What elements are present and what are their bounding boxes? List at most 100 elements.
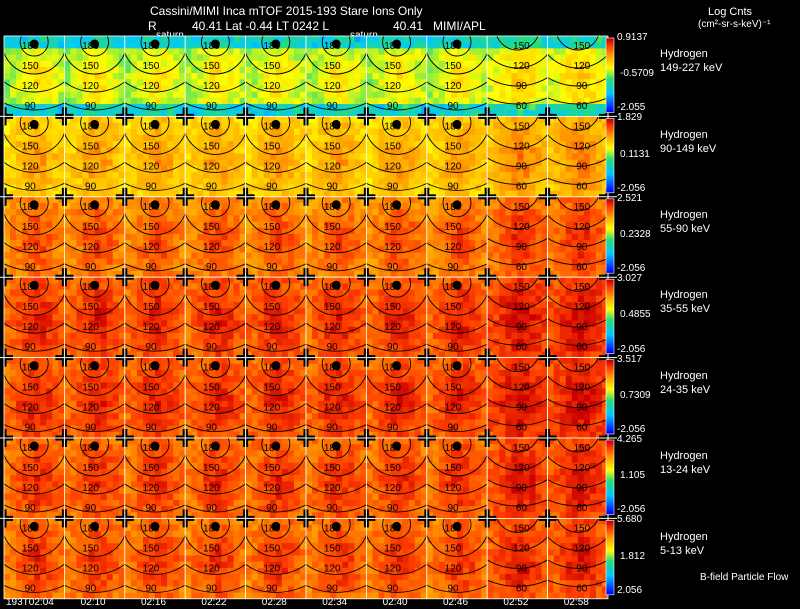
heatmap-cell [318, 128, 325, 136]
contour-label: 150 [203, 222, 220, 233]
heatmap-cell [312, 116, 319, 123]
heatmap-cell [396, 184, 404, 192]
heatmap-cell [348, 233, 355, 241]
contour-label: 120 [82, 322, 99, 333]
heatmap-cell [251, 314, 259, 321]
heatmap-cell [64, 60, 71, 68]
heatmap-cell [167, 153, 174, 161]
heatmap-cell [251, 134, 259, 142]
heatmap-cell [22, 165, 29, 173]
heatmap-cell [457, 153, 464, 161]
heatmap-cell [426, 141, 434, 148]
heatmap-cell [100, 339, 108, 346]
contour-arc [64, 292, 125, 316]
heatmap-cell [10, 345, 17, 352]
heatmap-cell [106, 91, 114, 99]
heatmap-cell [565, 85, 573, 93]
heatmap-cell [487, 60, 494, 68]
heatmap-cell [426, 42, 434, 49]
heatmap-cell [185, 134, 192, 142]
heatmap-cell [4, 345, 11, 352]
heatmap-cell [553, 196, 561, 204]
contour-arc [547, 214, 608, 230]
heatmap-cell [173, 202, 180, 210]
heatmap-cell [553, 79, 561, 86]
heatmap-cell [221, 79, 228, 86]
heatmap-cell [263, 79, 271, 86]
heatmap-cell [257, 178, 265, 185]
heatmap-cell [142, 332, 150, 340]
heatmap-cell [318, 190, 325, 197]
heatmap-cell [22, 36, 29, 43]
heatmap-cell [179, 48, 186, 55]
heatmap-cell [233, 141, 240, 148]
heatmap-cell [263, 141, 271, 148]
heatmap-cell [499, 60, 506, 68]
heatmap-cell [318, 264, 325, 272]
heatmap-cell [299, 104, 307, 111]
heatmap-cell [106, 141, 114, 148]
heatmap-cell [88, 66, 95, 74]
heatmap-cell [76, 128, 83, 136]
heatmap-cell [76, 110, 83, 117]
heatmap-cell [378, 246, 385, 253]
heatmap-cell [529, 141, 536, 148]
heatmap-cell [197, 320, 204, 328]
heatmap-cell [275, 320, 283, 328]
heatmap-cell [601, 246, 608, 253]
heatmap-cell [94, 233, 102, 241]
heatmap-cell [136, 79, 144, 86]
heatmap-cell [463, 122, 470, 130]
heatmap-cell [46, 252, 53, 260]
heatmap-cell [336, 221, 343, 229]
heatmap-cell [469, 97, 476, 105]
heatmap-cell [354, 184, 361, 192]
heatmap-cell [179, 332, 186, 340]
heatmap-cell [463, 190, 470, 197]
heatmap-cell [239, 128, 246, 136]
heatmap-cell [155, 209, 162, 216]
heatmap-cell [469, 42, 476, 49]
heatmap-cell [384, 147, 391, 154]
heatmap-cell [463, 165, 470, 173]
heatmap-cell [360, 165, 367, 173]
heatmap-cell [161, 295, 168, 303]
heatmap-cell [541, 97, 548, 105]
heatmap-cell [318, 178, 325, 185]
heatmap-cell [275, 48, 283, 55]
saturn-marker [210, 39, 220, 49]
heatmap-cell [155, 227, 162, 235]
heatmap-cell [595, 215, 603, 222]
heatmap-cell [553, 202, 561, 210]
saturn-marker [150, 119, 160, 129]
heatmap-cell [64, 308, 71, 315]
heatmap-cell [535, 240, 542, 247]
heatmap-cell [76, 104, 83, 111]
heatmap-cell [4, 128, 11, 136]
heatmap-cell [589, 159, 597, 167]
heatmap-cell [547, 79, 555, 86]
heatmap-cell [324, 277, 331, 284]
heatmap-cell [70, 326, 77, 334]
contour-arc [366, 242, 427, 254]
heatmap-cell [372, 202, 379, 210]
heatmap-cell [118, 339, 125, 346]
heatmap-cell [535, 165, 542, 173]
heatmap-cell [148, 97, 156, 105]
heatmap-cell [390, 54, 397, 62]
heatmap-cell [275, 79, 283, 86]
heatmap-cell [384, 54, 391, 62]
heatmap-cell [155, 91, 162, 99]
heatmap-cell [595, 116, 603, 123]
heatmap-cell [10, 128, 17, 136]
contour-arc [261, 277, 291, 298]
heatmap-cell [155, 277, 162, 284]
heatmap-cell [384, 110, 391, 117]
heatmap-cell [475, 159, 482, 167]
heatmap-cell [70, 91, 77, 99]
heatmap-cell [420, 252, 427, 260]
heatmap-cell [227, 104, 234, 111]
heatmap-cell [318, 295, 325, 303]
contour-arc [306, 102, 367, 111]
heatmap-cell [82, 128, 89, 136]
